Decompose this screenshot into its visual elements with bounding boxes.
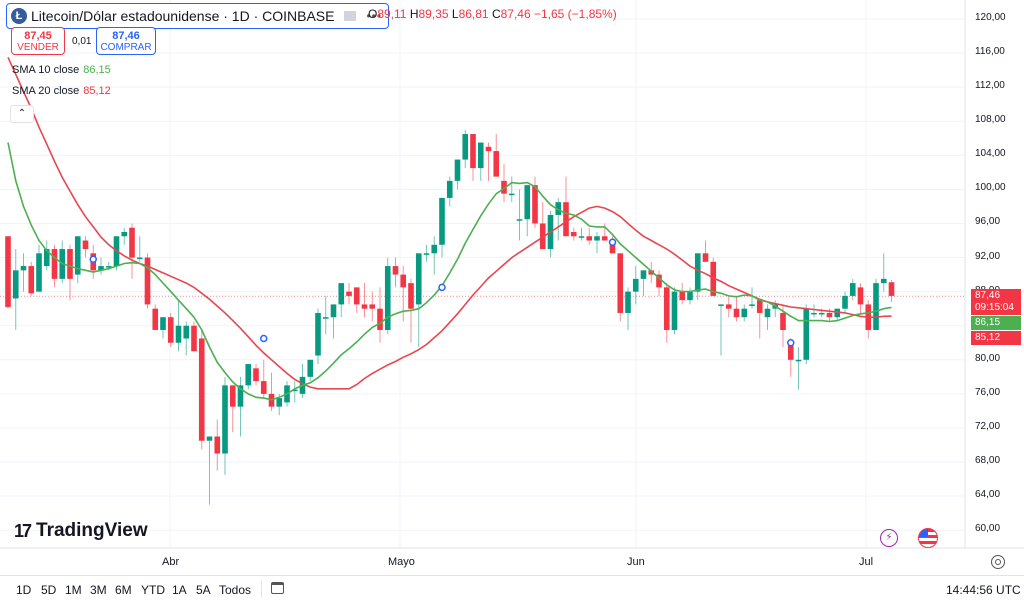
range-5a[interactable]: 5A xyxy=(196,583,211,597)
price-label: 92,00 xyxy=(975,250,1001,262)
bottom-toolbar xyxy=(0,575,1024,601)
sma10-price-tag: 86,15 xyxy=(971,316,1021,330)
range-5d[interactable]: 5D xyxy=(41,583,57,597)
price-label: 96,00 xyxy=(975,216,1001,228)
month-label-mayo: Mayo xyxy=(388,556,415,568)
price-label: 76,00 xyxy=(975,386,1001,398)
price-label: 108,00 xyxy=(975,114,1006,126)
range-1a[interactable]: 1A xyxy=(172,583,187,597)
high-value: 89,35 xyxy=(418,7,449,21)
buy-label: COMPRAR xyxy=(100,42,152,53)
litecoin-icon: Ł xyxy=(11,8,27,24)
sma10-legend[interactable]: SMA 10 close 86,15 xyxy=(12,64,111,76)
countdown: 09:15:04 xyxy=(975,302,1014,313)
price-label: 68,00 xyxy=(975,455,1001,467)
ohlc-values: O89,11 H89,35 L86,81 C87,46 −1,65 (−1,85… xyxy=(368,7,617,21)
range-6m[interactable]: 6M xyxy=(115,583,132,597)
range-1d[interactable]: 1D xyxy=(16,583,32,597)
price-label: 120,00 xyxy=(975,12,1006,23)
change-value: −1,65 (−1,85%) xyxy=(533,7,617,21)
price-label: 100,00 xyxy=(975,182,1006,194)
tradingview-logo[interactable]: 17 TradingView xyxy=(14,520,148,541)
us-flag-icon[interactable] xyxy=(918,528,938,548)
more-options-icon[interactable]: ••• xyxy=(366,9,383,23)
symbol-title: Litecoin/Dólar estadounidense · 1D · COI… xyxy=(31,8,335,24)
collapse-legend-button[interactable]: ⌃ xyxy=(10,105,34,123)
price-label: 64,00 xyxy=(975,489,1001,501)
spread-value: 0,01 xyxy=(72,36,92,47)
settings-gear-icon[interactable] xyxy=(991,555,1005,569)
price-label: 112,00 xyxy=(975,80,1005,92)
symbol-legend[interactable]: Ł Litecoin/Dólar estadounidense · 1D · C… xyxy=(6,3,390,29)
range-ytd[interactable]: YTD xyxy=(141,583,165,597)
sma20-value: 85,12 xyxy=(83,85,111,97)
utc-clock[interactable]: 14:44:56 UTC xyxy=(946,583,1021,597)
price-label: 116,00 xyxy=(975,46,1005,58)
lightning-icon[interactable]: ⚡ xyxy=(880,529,898,547)
flag-icon[interactable] xyxy=(344,11,357,21)
sma20-legend[interactable]: SMA 20 close 85,12 xyxy=(12,85,111,97)
open-value: 89,11 xyxy=(377,7,407,21)
tradingview-logo-icon: 17 xyxy=(14,520,32,541)
sell-label: VENDER xyxy=(17,42,59,53)
go-to-date-calendar-icon[interactable] xyxy=(271,582,284,594)
price-label: 104,00 xyxy=(975,148,1006,160)
month-label-jun: Jun xyxy=(627,556,645,568)
sell-price: 87,45 xyxy=(24,30,52,42)
low-value: 86,81 xyxy=(458,7,489,21)
sell-button[interactable]: 87,45 VENDER xyxy=(11,27,65,55)
price-label: 80,00 xyxy=(975,352,1001,364)
toolbar-divider xyxy=(261,581,262,597)
range-todos[interactable]: Todos xyxy=(219,583,252,597)
range-3m[interactable]: 3M xyxy=(90,583,107,597)
month-label-abr: Abr xyxy=(162,556,180,568)
sma10-value: 86,15 xyxy=(83,64,111,76)
buy-button[interactable]: 87,46 COMPRAR xyxy=(96,27,156,55)
close-value: 87,46 xyxy=(500,7,531,21)
last-price-tag: 87,46 09:15:04 xyxy=(971,289,1021,315)
price-label: 60,00 xyxy=(975,523,1001,535)
buy-price: 87,46 xyxy=(112,30,140,42)
month-label-jul: Jul xyxy=(859,556,874,568)
sma20-price-tag: 85,12 xyxy=(971,331,1021,345)
price-label: 72,00 xyxy=(975,420,1001,432)
range-1m[interactable]: 1M xyxy=(65,583,82,597)
